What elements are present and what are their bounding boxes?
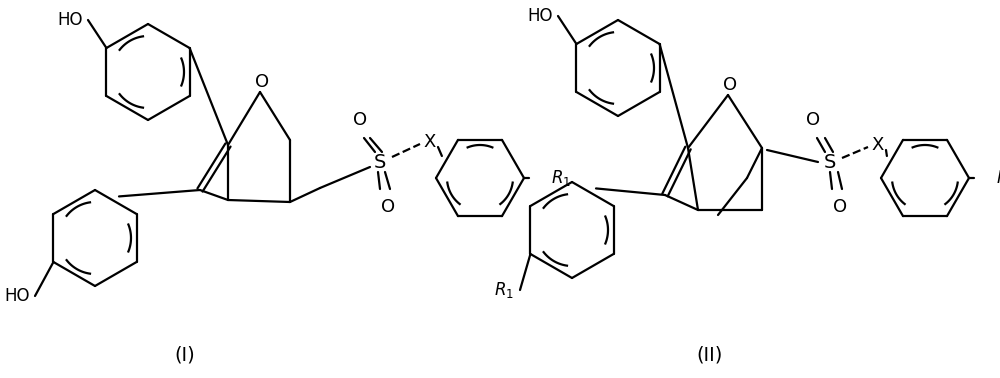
Text: O: O <box>833 198 847 216</box>
Text: O: O <box>806 111 820 129</box>
Text: O: O <box>353 111 367 129</box>
Text: X: X <box>872 136 884 154</box>
Text: HO: HO <box>4 287 30 305</box>
Text: O: O <box>723 76 737 94</box>
Text: O: O <box>255 73 269 91</box>
Text: HO: HO <box>527 7 553 25</box>
Text: $R_2$: $R_2$ <box>996 168 1000 188</box>
Text: HO: HO <box>57 11 83 29</box>
Text: O: O <box>381 198 395 216</box>
Text: S: S <box>824 152 836 172</box>
Text: (I): (I) <box>175 345 195 364</box>
Text: $R_1$: $R_1$ <box>551 168 571 188</box>
Text: $R_1$: $R_1$ <box>494 280 514 300</box>
Text: S: S <box>374 152 386 172</box>
Text: X: X <box>424 133 436 151</box>
Text: (II): (II) <box>697 345 723 364</box>
